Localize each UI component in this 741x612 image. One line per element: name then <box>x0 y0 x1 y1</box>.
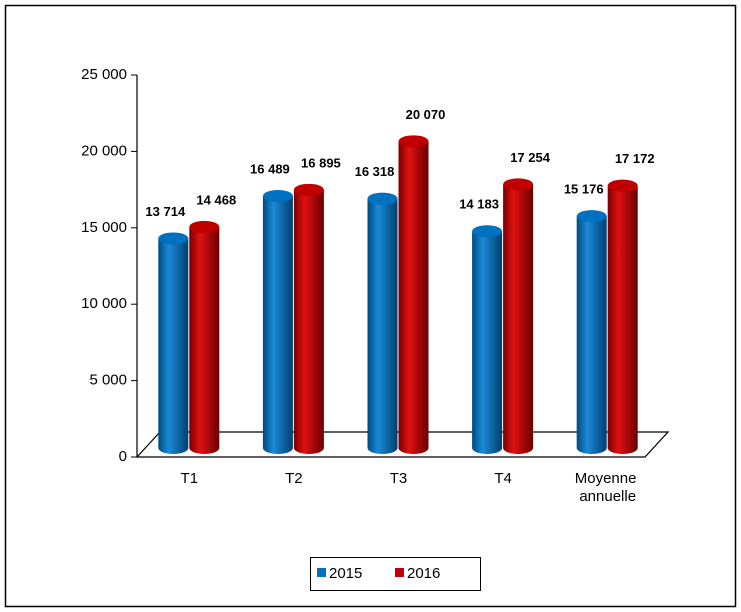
bar-top <box>293 183 324 196</box>
bar <box>293 183 324 455</box>
y-tick-label: 25 000 <box>81 66 127 83</box>
legend-swatch <box>317 568 326 577</box>
value-label: 16 895 <box>301 155 341 170</box>
bar <box>503 178 534 455</box>
bar-body <box>607 185 638 455</box>
bar-body <box>293 189 324 455</box>
bar-body <box>472 231 503 455</box>
bar-body <box>262 196 293 455</box>
x-tick-label: T3 <box>390 470 408 487</box>
y-tick-label: 10 000 <box>81 295 127 312</box>
bar-top <box>576 210 607 223</box>
y-tick-label: 5 000 <box>89 372 127 389</box>
bar-body <box>398 141 429 455</box>
bar-body <box>503 184 534 455</box>
value-label: 13 714 <box>145 204 186 219</box>
x-tick-label: T4 <box>494 470 512 487</box>
bar <box>472 225 503 455</box>
bar <box>576 210 607 455</box>
bar <box>262 190 293 455</box>
bar-body <box>189 226 220 455</box>
value-label: 16 489 <box>250 161 290 176</box>
bar <box>189 220 220 455</box>
legend-swatch <box>395 568 404 577</box>
value-label: 15 176 <box>564 182 604 197</box>
bar-top <box>158 232 189 245</box>
x-tick-label: T2 <box>285 470 303 487</box>
value-label: 14 183 <box>459 197 499 212</box>
bar <box>607 179 638 455</box>
legend-label: 2015 <box>329 565 362 582</box>
value-label: 17 254 <box>510 150 551 165</box>
value-label: 14 468 <box>196 192 236 207</box>
bar-top <box>367 192 398 205</box>
bar-top <box>189 220 220 233</box>
x-tick-label: Moyenne annuelle <box>575 470 641 505</box>
value-label: 17 172 <box>615 151 655 166</box>
bar-top <box>472 225 503 238</box>
y-tick-label: 15 000 <box>81 219 127 236</box>
value-label: 16 318 <box>355 164 395 179</box>
bar-top <box>503 178 534 191</box>
bar <box>367 192 398 455</box>
legend-label: 2016 <box>407 565 440 582</box>
bar <box>158 232 189 455</box>
bar-top <box>607 179 638 192</box>
y-tick-label: 20 000 <box>81 142 127 159</box>
bar-body <box>158 238 189 455</box>
bar <box>398 135 429 455</box>
bar-body <box>367 198 398 455</box>
value-label: 20 070 <box>406 107 446 122</box>
bar-top <box>262 190 293 203</box>
bar-body <box>576 216 607 455</box>
x-tick-label: T1 <box>181 470 199 487</box>
y-tick-label: 0 <box>119 448 127 465</box>
bar-top <box>398 135 429 148</box>
